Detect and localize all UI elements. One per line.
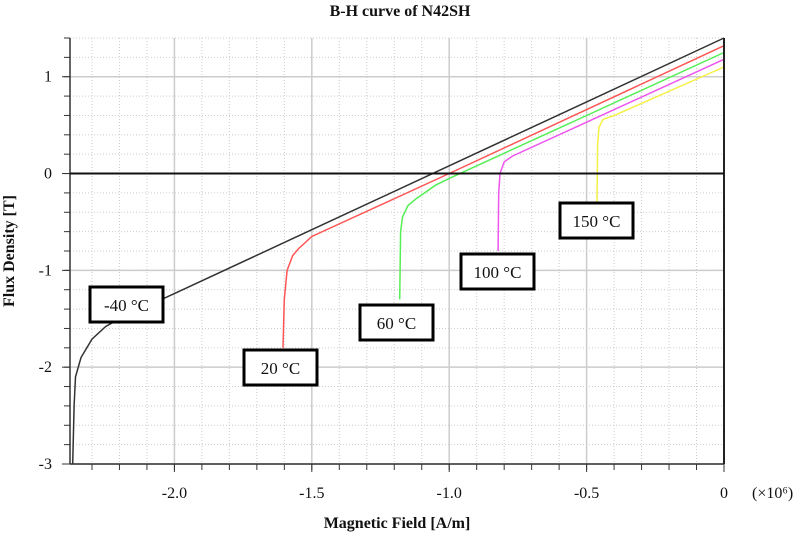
axes: -2.0 -1.5 -1.0 -0.5 0 1 0 -1 -2 -3 [39,37,728,502]
bh-curve-series-0 [71,37,725,465]
annotation-box [88,285,165,324]
y-tick-label: -1 [39,262,52,279]
bh-curve-series-1 [282,45,725,348]
y-tick-label: -2 [39,359,52,376]
y-tick-label: -3 [39,456,52,473]
y-tick-label: 0 [44,166,52,183]
annotation-1: 20 °C [242,348,319,387]
annotation-box [242,348,319,387]
curves [71,37,725,465]
bh-curve-series-3 [497,58,725,252]
annotation-2: 60 °C [358,303,435,342]
annotations: -40 °C 20 °C 60 °C 100 °C 150 °C [88,201,635,387]
x-multiplier: (×10⁶) [752,485,793,502]
annotation-4: 150 °C [558,201,635,240]
annotation-label: 20 °C [261,359,300,378]
annotation-label: 60 °C [377,314,416,333]
y-tick-label: 1 [44,69,52,86]
annotation-label: 150 °C [573,212,621,231]
bh-curve-series-2 [398,51,725,300]
chart-title: B-H curve of N42SH [330,3,471,20]
x-axis-label: Magnetic Field [A/m] [324,515,471,532]
annotation-3: 100 °C [459,252,536,291]
x-tick-label: 0 [720,485,728,502]
annotation-box [358,303,435,342]
y-axis-label: Flux Density [T] [1,195,18,307]
annotation-label: -40 °C [104,296,149,315]
annotation-0: -40 °C [88,285,165,324]
annotation-box [459,252,536,291]
annotation-label: 100 °C [474,263,522,282]
x-tick-label: -1.5 [299,485,324,502]
annotation-box [558,201,635,240]
bh-curve-series-4 [596,66,725,203]
grid [70,37,725,465]
x-tick-label: -2.0 [162,485,187,502]
x-tick-label: -0.5 [574,485,599,502]
x-tick-label: -1.0 [437,485,462,502]
